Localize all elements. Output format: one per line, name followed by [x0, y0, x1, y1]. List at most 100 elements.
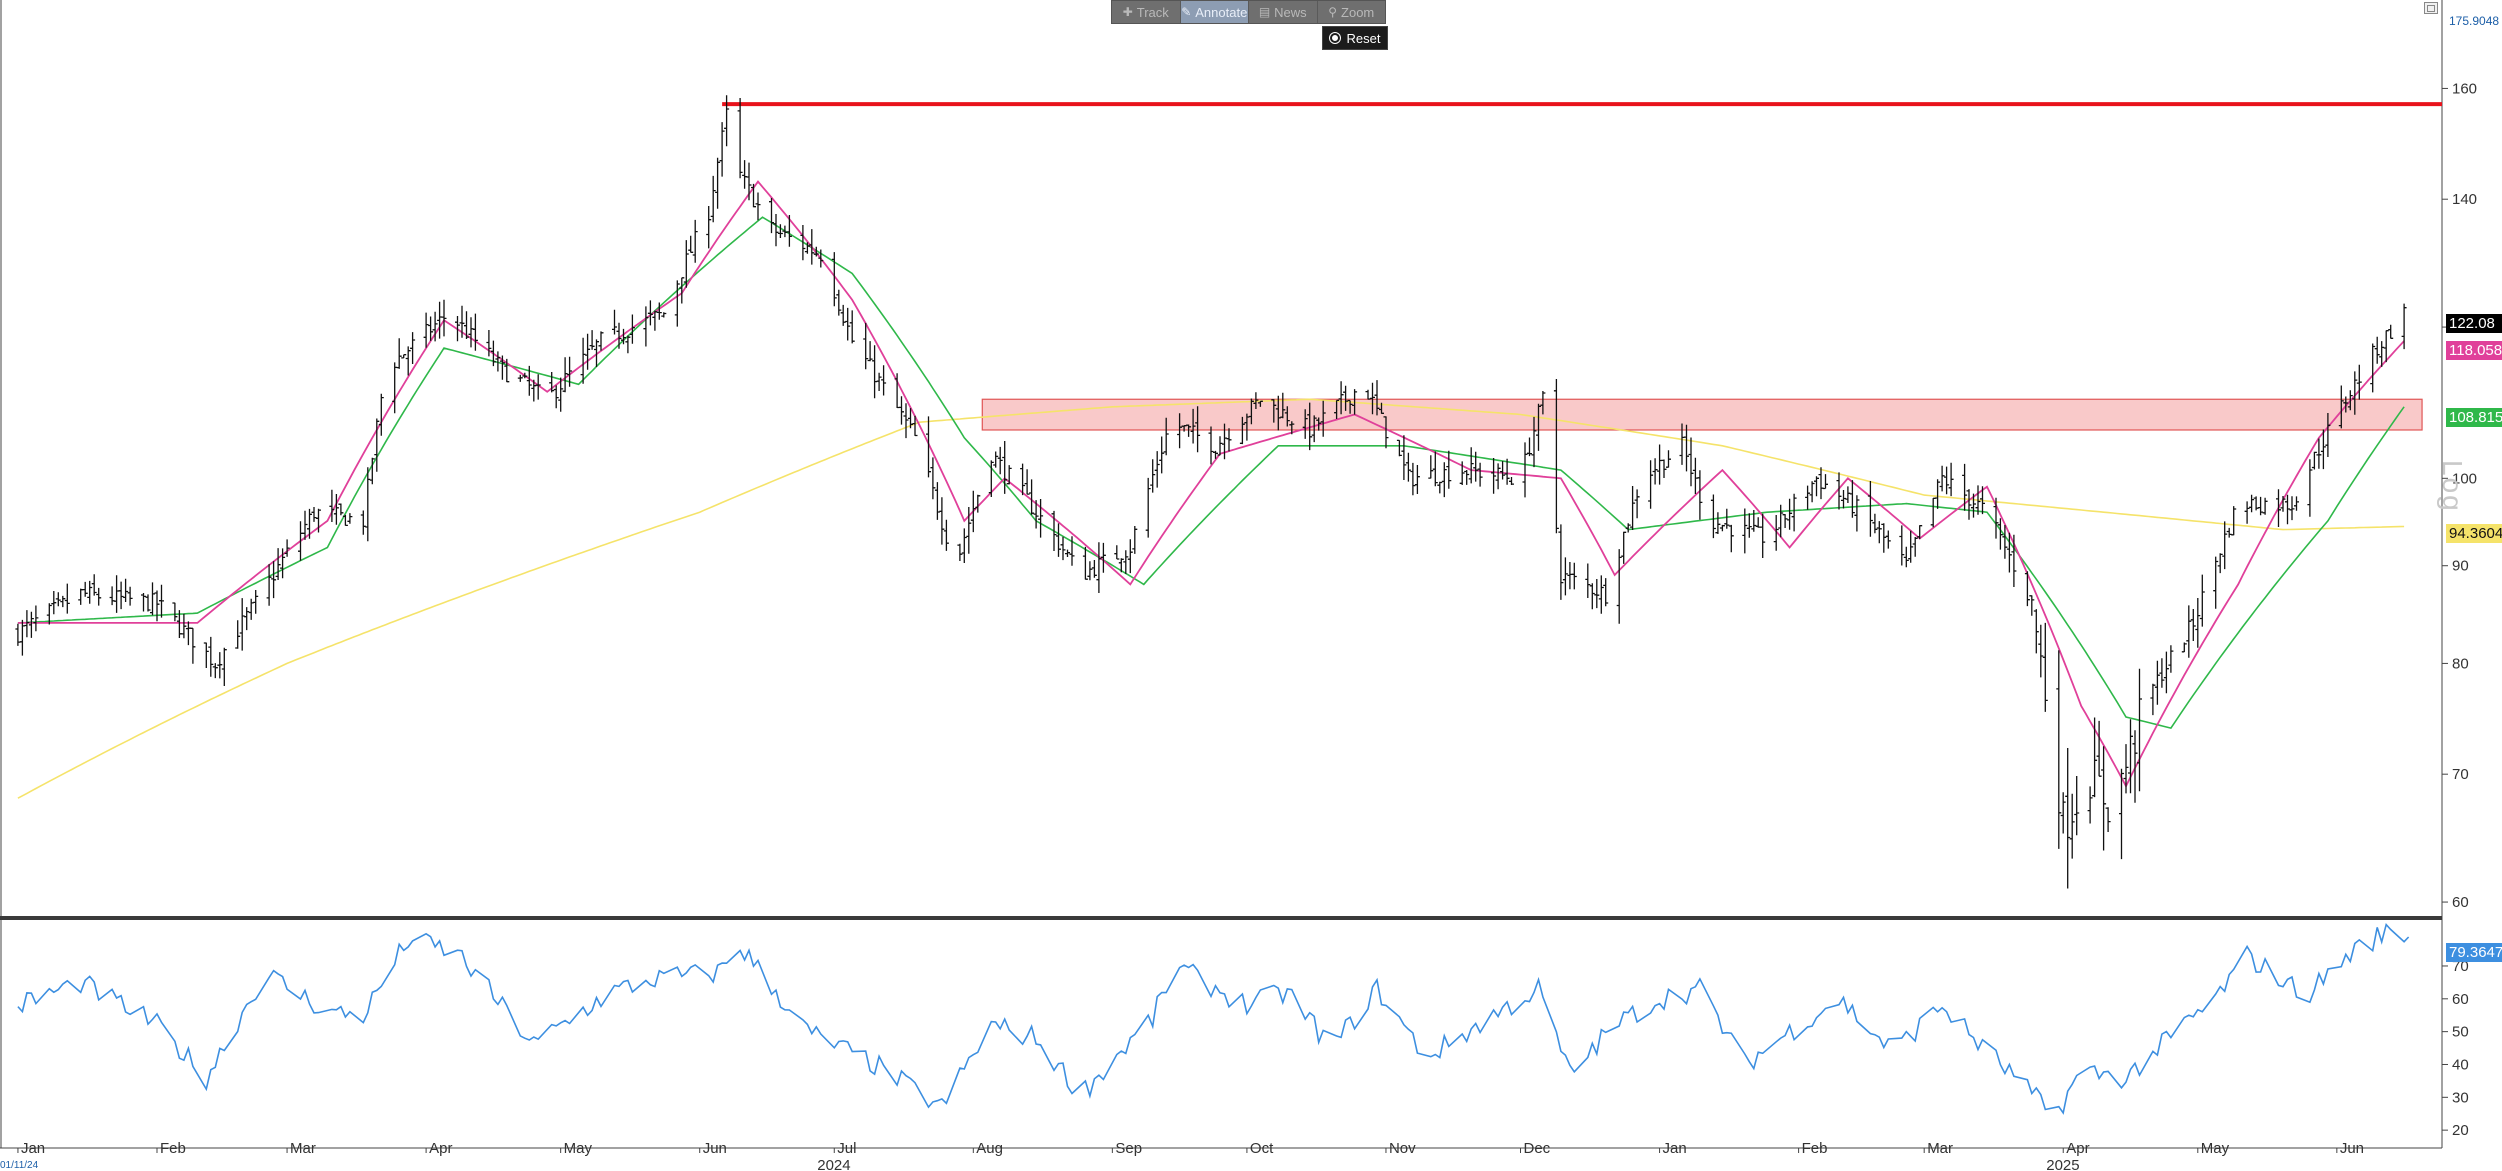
annotate-button[interactable]: ✎ Annotate — [1180, 1, 1249, 23]
price-bar — [428, 316, 434, 341]
price-bar — [1065, 549, 1070, 557]
price-bar — [1692, 457, 1698, 494]
price-bar — [1814, 476, 1819, 497]
price-bar — [109, 586, 115, 606]
price-bar — [1755, 517, 1761, 528]
price-bar — [91, 574, 97, 596]
resistance-zone[interactable] — [981, 398, 2423, 431]
price-bar — [535, 374, 541, 400]
price-bar — [221, 647, 227, 686]
price-bar — [1935, 479, 1941, 509]
price-bar — [1491, 458, 1497, 494]
price-bar — [1536, 403, 1541, 451]
x-tick-label: Mar — [290, 1140, 316, 1157]
price-bar — [1280, 392, 1286, 419]
price-bar — [2029, 595, 2035, 616]
price-bar — [1997, 518, 2003, 550]
price-bar — [2096, 720, 2102, 777]
price-bar — [988, 460, 994, 497]
window-toggle-icon[interactable] — [2424, 2, 2438, 14]
price-bar — [1432, 451, 1438, 487]
price-bar — [567, 356, 573, 387]
price-bar — [1271, 399, 1277, 423]
log-scale-label[interactable]: Log — [2437, 460, 2468, 513]
ma-mid-tag: 108.815 — [2446, 408, 2502, 427]
track-button[interactable]: ✚ Track — [1112, 1, 1181, 23]
reset-button[interactable]: Reset — [1322, 26, 1388, 50]
price-bar — [2042, 622, 2048, 712]
price-bar — [2065, 748, 2071, 889]
price-bar — [719, 122, 725, 177]
price-bar — [1051, 510, 1057, 551]
price-bar — [1944, 466, 1950, 495]
price-bar — [127, 586, 133, 606]
price-bar — [1791, 493, 1797, 532]
price-bar — [46, 603, 52, 625]
price-bar — [2276, 489, 2281, 527]
price-bar — [423, 312, 429, 348]
price-bar — [486, 330, 492, 357]
price-bar — [894, 373, 900, 409]
price-bar — [1854, 495, 1860, 532]
price-bar — [863, 322, 869, 370]
price-bar — [266, 564, 272, 606]
chart-toolbar: ✚ Track ✎ Annotate ▤ News ⚲ Zoom — [1111, 0, 1386, 24]
price-bar — [934, 482, 940, 520]
price-bar — [1477, 462, 1483, 487]
price-bar — [526, 365, 532, 396]
price-bar — [1213, 450, 1218, 459]
price-bar — [2069, 793, 2075, 859]
price-bar — [2280, 496, 2286, 512]
price-bar — [1284, 406, 1290, 427]
year-label: 2025 — [2046, 1157, 2079, 1170]
pane-divider[interactable] — [0, 916, 2442, 920]
zoom-button[interactable]: ⚲ Zoom — [1318, 1, 1386, 23]
price-bar — [2190, 609, 2196, 641]
price-bar — [1446, 450, 1452, 489]
price-bar — [2231, 506, 2237, 536]
price-bar — [1060, 536, 1066, 561]
price-bar — [307, 508, 312, 539]
price-bar — [926, 416, 931, 478]
price-bar — [1845, 486, 1851, 503]
annotate-label: Annotate — [1195, 4, 1248, 20]
price-bar — [2343, 396, 2349, 413]
price-bar — [2388, 324, 2394, 339]
price-bar — [159, 584, 164, 618]
price-bar — [2253, 496, 2259, 511]
price-bar — [1163, 417, 1169, 456]
rsi-tick-label: 20 — [2452, 1122, 2469, 1139]
price-bar — [2262, 497, 2268, 515]
price-bar — [1621, 531, 1627, 564]
rsi-tick-label: 50 — [2452, 1024, 2469, 1041]
radio-dot-icon — [1329, 33, 1340, 43]
pencil-icon: ✎ — [1181, 5, 1192, 19]
price-bar — [472, 313, 478, 351]
price-bar — [1885, 530, 1891, 549]
price-bar — [2217, 553, 2223, 574]
price-bar — [585, 333, 591, 370]
price-bar — [1585, 563, 1591, 598]
price-bar — [1302, 409, 1308, 439]
price-bar — [1509, 477, 1514, 485]
price-bar — [1742, 508, 1748, 554]
price-bar — [1459, 461, 1465, 485]
start-date-label: 01/11/24 — [0, 1160, 39, 1171]
price-bar — [2356, 364, 2362, 400]
price-bar — [365, 467, 371, 542]
news-button[interactable]: ▤ News — [1249, 1, 1318, 23]
price-bar — [2338, 385, 2344, 429]
price-bar — [2060, 792, 2066, 834]
price-bar — [342, 514, 348, 527]
x-tick-label: Jul — [837, 1140, 856, 1157]
price-bar — [55, 592, 61, 607]
price-bar — [1948, 462, 1954, 497]
top-price-tag: 175.9048 — [2446, 12, 2502, 31]
price-bar — [1186, 424, 1192, 437]
price-bar — [1177, 413, 1183, 449]
price-bar — [2002, 525, 2008, 559]
price-bar — [1971, 493, 1976, 518]
price-bar — [831, 252, 837, 307]
price-bar — [1630, 486, 1636, 530]
